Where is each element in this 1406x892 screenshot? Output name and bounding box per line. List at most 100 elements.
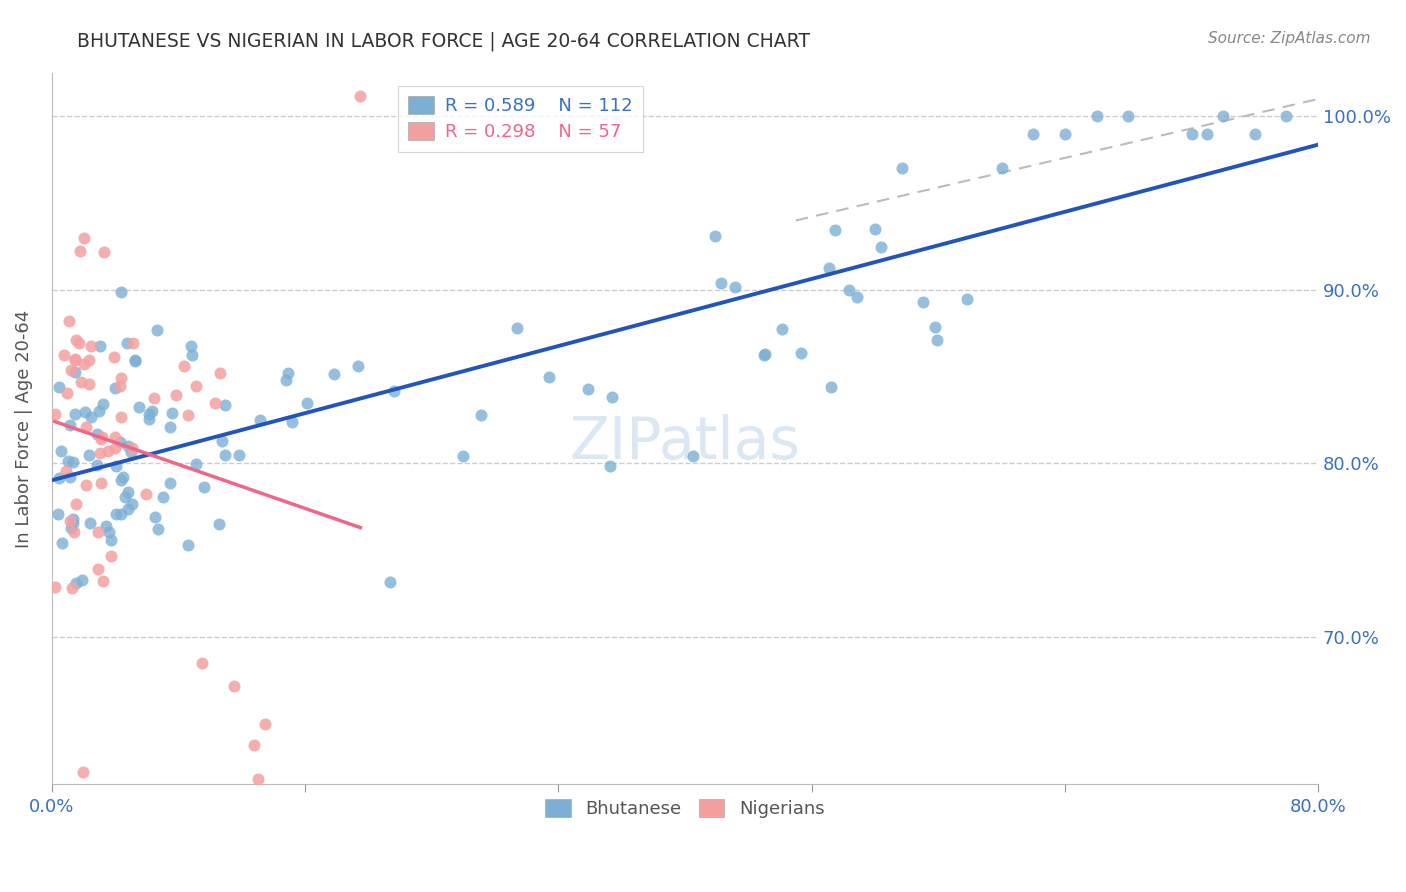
Point — [67, 335, 90, 350]
Point — [51, 443, 73, 458]
Point — [62, 516, 84, 530]
Point — [1022, 127, 1045, 141]
Point — [138, 411, 160, 425]
Point — [538, 370, 561, 384]
Point — [159, 419, 181, 434]
Point — [120, 445, 142, 459]
Point — [184, 379, 207, 393]
Point — [46, 507, 69, 521]
Point — [1197, 127, 1219, 141]
Point — [890, 161, 912, 176]
Point — [77, 448, 100, 462]
Point — [1180, 127, 1202, 141]
Point — [790, 346, 813, 360]
Point — [121, 497, 143, 511]
Point — [108, 378, 131, 392]
Point — [599, 459, 621, 474]
Point — [63, 525, 86, 540]
Point — [135, 487, 157, 501]
Point — [863, 222, 886, 236]
Point — [142, 391, 165, 405]
Point — [44, 407, 66, 421]
Point — [91, 429, 114, 443]
Point — [114, 491, 136, 505]
Point — [176, 538, 198, 552]
Point — [770, 322, 793, 336]
Point — [724, 280, 747, 294]
Point — [86, 562, 108, 576]
Point — [117, 502, 139, 516]
Point — [75, 420, 97, 434]
Point — [79, 409, 101, 424]
Point — [75, 478, 97, 492]
Point — [246, 772, 269, 787]
Point — [346, 359, 368, 374]
Point — [752, 348, 775, 362]
Point — [181, 347, 204, 361]
Point — [89, 339, 111, 353]
Point — [104, 441, 127, 455]
Point — [105, 507, 128, 521]
Point — [97, 525, 120, 540]
Point — [62, 455, 84, 469]
Point — [122, 336, 145, 351]
Point — [112, 469, 135, 483]
Point — [91, 396, 114, 410]
Point — [110, 285, 132, 300]
Point — [59, 521, 82, 535]
Y-axis label: In Labor Force | Age 20-64: In Labor Force | Age 20-64 — [15, 310, 32, 548]
Point — [817, 260, 839, 275]
Point — [63, 366, 86, 380]
Point — [990, 161, 1012, 176]
Point — [602, 390, 624, 404]
Point — [146, 323, 169, 337]
Point — [48, 471, 70, 485]
Point — [1085, 109, 1108, 123]
Point — [869, 240, 891, 254]
Point — [89, 445, 111, 459]
Point — [682, 449, 704, 463]
Point — [295, 396, 318, 410]
Point — [322, 367, 344, 381]
Point — [110, 371, 132, 385]
Point — [104, 430, 127, 444]
Text: Source: ZipAtlas.com: Source: ZipAtlas.com — [1208, 31, 1371, 46]
Legend: Bhutanese, Nigerians: Bhutanese, Nigerians — [538, 792, 832, 825]
Point — [115, 335, 138, 350]
Point — [709, 276, 731, 290]
Point — [77, 353, 100, 368]
Point — [93, 574, 115, 588]
Point — [243, 738, 266, 752]
Point — [96, 444, 118, 458]
Point — [63, 353, 86, 368]
Point — [208, 366, 231, 380]
Point — [117, 485, 139, 500]
Point — [100, 549, 122, 564]
Point — [382, 384, 405, 398]
Point — [62, 511, 84, 525]
Point — [228, 448, 250, 462]
Point — [845, 290, 868, 304]
Point — [63, 351, 86, 366]
Point — [214, 448, 236, 462]
Point — [86, 426, 108, 441]
Point — [60, 581, 83, 595]
Point — [104, 381, 127, 395]
Point — [204, 396, 226, 410]
Point — [148, 522, 170, 536]
Point — [145, 509, 167, 524]
Point — [59, 470, 82, 484]
Text: BHUTANESE VS NIGERIAN IN LABOR FORCE | AGE 20-64 CORRELATION CHART: BHUTANESE VS NIGERIAN IN LABOR FORCE | A… — [77, 31, 810, 51]
Point — [94, 519, 117, 533]
Point — [87, 404, 110, 418]
Point — [214, 398, 236, 412]
Point — [73, 357, 96, 371]
Point — [79, 516, 101, 530]
Point — [576, 382, 599, 396]
Point — [86, 524, 108, 539]
Point — [117, 439, 139, 453]
Point — [820, 380, 842, 394]
Point — [65, 407, 87, 421]
Point — [58, 314, 80, 328]
Point — [208, 517, 231, 532]
